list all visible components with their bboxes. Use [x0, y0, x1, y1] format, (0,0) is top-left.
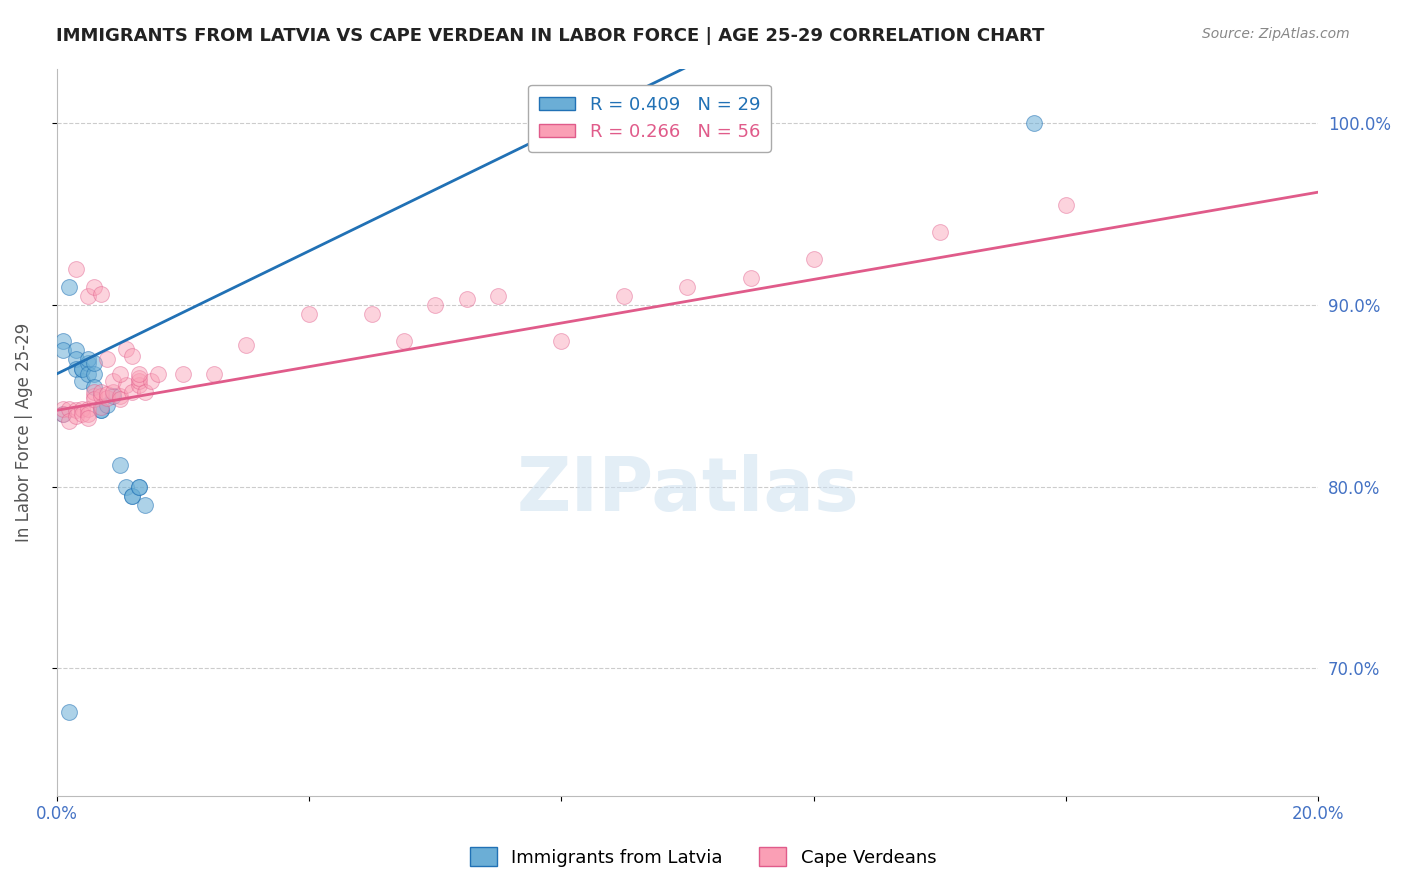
Point: [52, 407, 75, 421]
Legend: R = 0.409   N = 29, R = 0.266   N = 56: R = 0.409 N = 29, R = 0.266 N = 56: [529, 85, 770, 152]
Point: [70, 401, 93, 416]
Point: [115, 480, 138, 494]
Point: [928, 225, 950, 239]
Point: [58, 705, 80, 719]
Point: [77, 407, 100, 421]
Y-axis label: In Labor Force | Age 25-29: In Labor Force | Age 25-29: [15, 323, 32, 541]
Point: [77, 356, 100, 370]
Point: [172, 367, 194, 381]
Point: [83, 392, 105, 407]
Point: [128, 367, 150, 381]
Point: [392, 334, 415, 349]
Point: [90, 385, 112, 400]
Point: [77, 367, 100, 381]
Point: [121, 385, 143, 400]
Point: [134, 385, 156, 400]
Point: [83, 367, 105, 381]
Point: [128, 370, 150, 384]
Point: [96, 391, 118, 405]
Point: [96, 387, 118, 401]
Point: [740, 270, 762, 285]
Point: [486, 289, 509, 303]
Point: [65, 343, 87, 358]
Point: [103, 374, 125, 388]
Point: [70, 361, 93, 376]
Point: [90, 287, 112, 301]
Point: [456, 293, 478, 307]
Point: [83, 389, 105, 403]
Point: [103, 389, 125, 403]
Point: [235, 338, 257, 352]
Point: [52, 334, 75, 349]
Point: [90, 403, 112, 417]
Point: [108, 458, 131, 472]
Point: [90, 389, 112, 403]
Point: [90, 400, 112, 414]
Point: [96, 352, 118, 367]
Point: [1054, 198, 1077, 212]
Point: [52, 407, 75, 421]
Point: [96, 398, 118, 412]
Point: [70, 407, 93, 421]
Text: Source: ZipAtlas.com: Source: ZipAtlas.com: [1202, 27, 1350, 41]
Point: [77, 352, 100, 367]
Point: [65, 403, 87, 417]
Text: ZIPatlas: ZIPatlas: [516, 454, 859, 527]
Text: IMMIGRANTS FROM LATVIA VS CAPE VERDEAN IN LABOR FORCE | AGE 25-29 CORRELATION CH: IMMIGRANTS FROM LATVIA VS CAPE VERDEAN I…: [56, 27, 1045, 45]
Point: [121, 349, 143, 363]
Point: [108, 392, 131, 407]
Point: [108, 389, 131, 403]
Point: [83, 279, 105, 293]
Point: [423, 298, 446, 312]
Point: [676, 279, 699, 293]
Point: [108, 367, 131, 381]
Point: [613, 289, 636, 303]
Point: [83, 380, 105, 394]
Point: [121, 489, 143, 503]
Point: [52, 401, 75, 416]
Point: [52, 343, 75, 358]
Point: [65, 409, 87, 423]
Point: [103, 385, 125, 400]
Point: [58, 414, 80, 428]
Point: [65, 261, 87, 276]
Point: [77, 401, 100, 416]
Point: [58, 279, 80, 293]
Legend: Immigrants from Latvia, Cape Verdeans: Immigrants from Latvia, Cape Verdeans: [463, 840, 943, 874]
Point: [550, 334, 572, 349]
Point: [90, 403, 112, 417]
Point: [128, 374, 150, 388]
Point: [128, 377, 150, 392]
Point: [361, 307, 384, 321]
Point: [58, 401, 80, 416]
Point: [65, 352, 87, 367]
Point: [121, 489, 143, 503]
Point: [298, 307, 321, 321]
Point: [141, 374, 163, 388]
Point: [202, 367, 225, 381]
Point: [77, 410, 100, 425]
Point: [115, 377, 138, 392]
Point: [70, 361, 93, 376]
Point: [115, 342, 138, 356]
Point: [128, 480, 150, 494]
Point: [83, 356, 105, 370]
Point: [70, 374, 93, 388]
Point: [1024, 116, 1046, 130]
Point: [65, 361, 87, 376]
Point: [146, 367, 169, 381]
Point: [83, 385, 105, 400]
Point: [128, 480, 150, 494]
Point: [803, 252, 825, 267]
Point: [134, 498, 156, 512]
Point: [77, 289, 100, 303]
